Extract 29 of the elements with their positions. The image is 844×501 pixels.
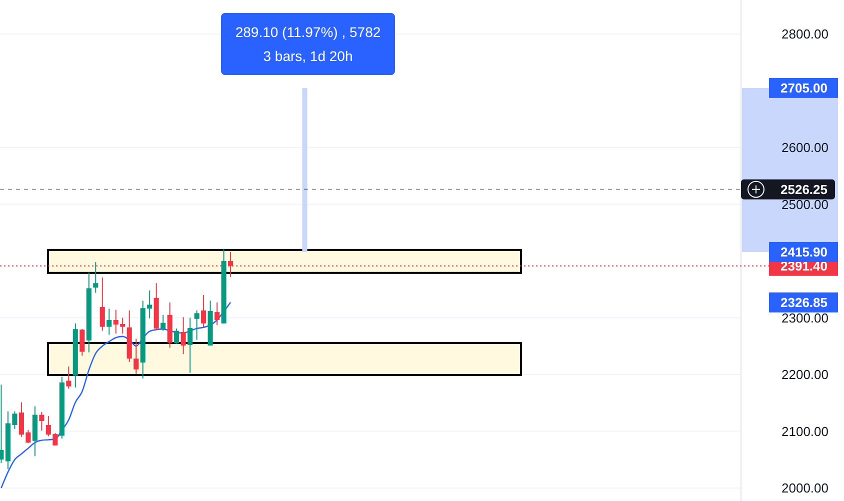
annotation: 289.10 (11.97%) , 5782 — [235, 24, 381, 40]
ref-line-label: 2391.40 — [780, 258, 828, 274]
y-tick-label: 2800.00 — [782, 26, 828, 42]
text: 2415.90 — [780, 244, 828, 260]
y-tick-label: 2300.00 — [782, 310, 828, 326]
annotation: 3 bars, 1d 20h — [263, 48, 353, 64]
candlestick — [80, 328, 85, 356]
y-tick-label: 2500.00 — [782, 196, 828, 212]
candlestick — [180, 316, 186, 355]
line-series — [0, 302, 232, 489]
y-tick-label: 2200.00 — [782, 367, 828, 382]
candlestick — [201, 294, 206, 328]
candlestick — [174, 328, 180, 344]
text: 2705.00 — [780, 80, 828, 96]
candlestick — [214, 302, 220, 326]
text: 2326.85 — [780, 294, 828, 310]
candlestick — [93, 262, 98, 294]
candlestick — [188, 317, 193, 374]
y-tick-label: 2100.00 — [782, 424, 828, 439]
y-tick-label: 2600.00 — [782, 140, 828, 156]
y-tick-label: 2000.00 — [782, 480, 828, 496]
candlestick — [66, 366, 72, 390]
candlestick — [134, 338, 139, 374]
candlestick — [39, 411, 44, 432]
candlestick — [106, 308, 112, 336]
ref-line-label: 2526.25 — [780, 182, 828, 197]
candlestick — [194, 310, 200, 340]
candlestick — [160, 314, 166, 332]
candlestick — [100, 276, 105, 332]
